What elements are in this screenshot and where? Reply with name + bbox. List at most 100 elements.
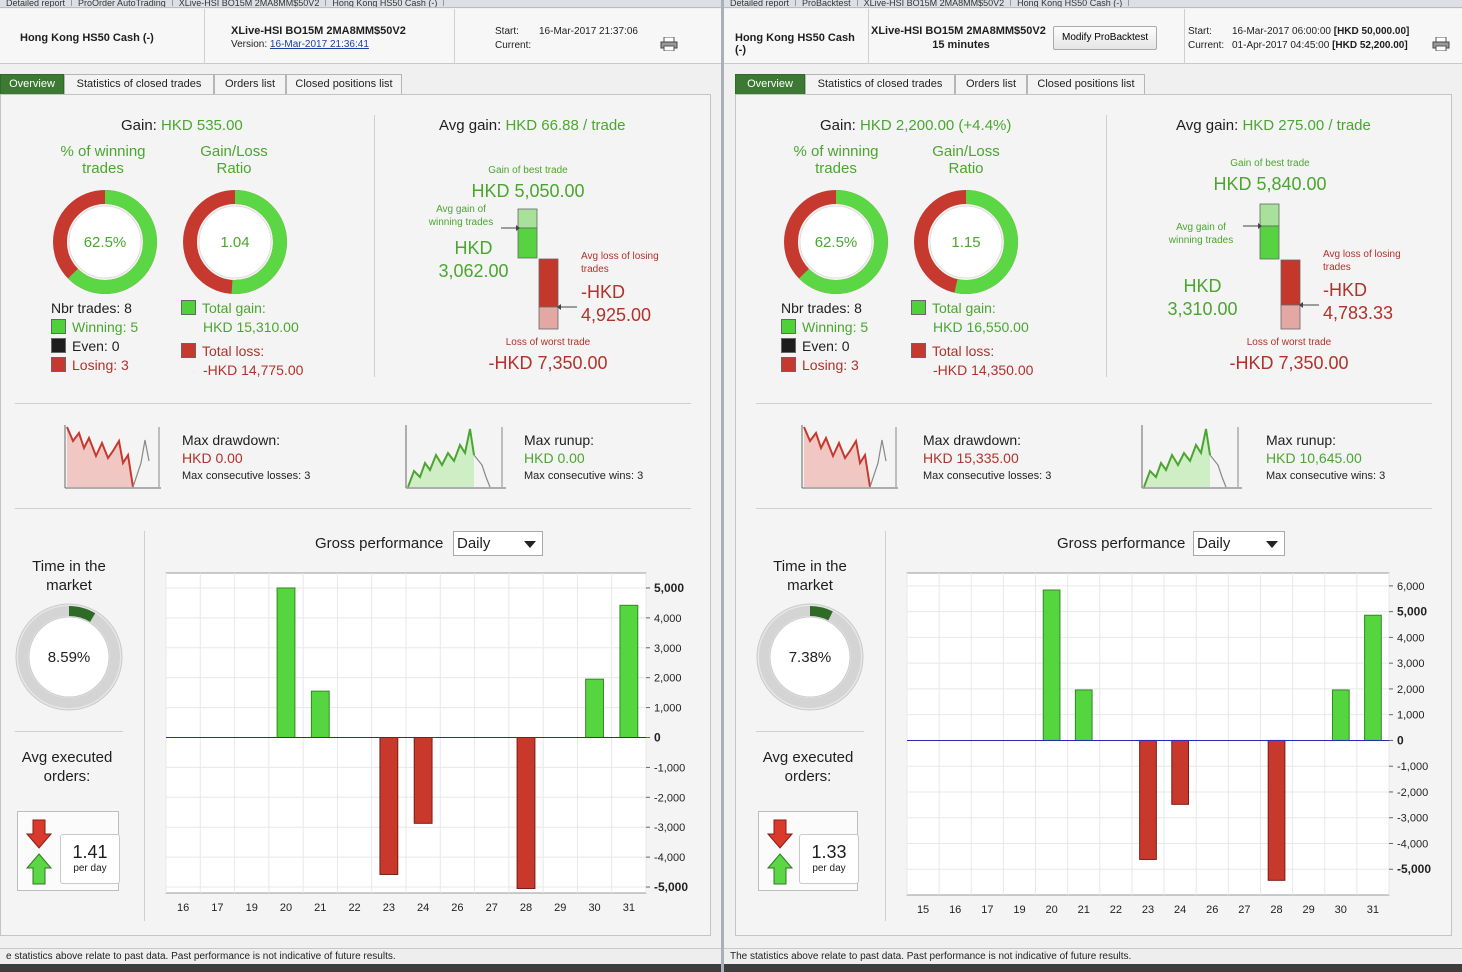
window-tab[interactable]: ProOrder AutoTrading bbox=[72, 0, 173, 7]
window-tab[interactable]: Detailed report bbox=[0, 0, 73, 7]
x-tick-label: 30 bbox=[1335, 904, 1347, 916]
tab-orders-list[interactable]: Orders list bbox=[214, 74, 286, 94]
totals: Total gain: HKD 15,310.00 Total loss: -H… bbox=[181, 299, 303, 380]
y-tick-label: 1,000 bbox=[1397, 710, 1425, 722]
tab-statistics[interactable]: Statistics of closed trades bbox=[805, 74, 955, 94]
bar[interactable] bbox=[619, 604, 639, 738]
bar[interactable] bbox=[276, 587, 296, 738]
y-tick-label: 1,000 bbox=[654, 703, 682, 715]
printer-icon[interactable] bbox=[1432, 37, 1450, 51]
best-trade-value: HKD 5,840.00 bbox=[1213, 174, 1327, 194]
avg-loss-currency: -HKD bbox=[1323, 280, 1367, 300]
section-divider bbox=[756, 508, 1432, 509]
section-divider bbox=[15, 508, 691, 509]
max-consecutive-losses: Max consecutive losses: 3 bbox=[923, 470, 1052, 482]
worst-trade-value: -HKD 7,350.00 bbox=[1229, 353, 1349, 373]
max-drawdown-value: HKD 0.00 bbox=[182, 450, 243, 466]
section-divider bbox=[374, 115, 375, 377]
period-select-value: Daily bbox=[457, 535, 491, 552]
section-divider bbox=[885, 531, 886, 921]
bar[interactable] bbox=[413, 736, 433, 824]
sell-arrow-icon bbox=[26, 819, 52, 849]
avg-gain-label: Avg gain: bbox=[1176, 117, 1239, 134]
printer-icon[interactable] bbox=[660, 37, 678, 51]
gain-line: Gain: HKD 2,200.00 (+4.4%) bbox=[820, 117, 1011, 134]
avg-gain-line: Avg gain: HKD 66.88 / trade bbox=[439, 117, 626, 134]
gain-value: HKD 2,200.00 (+4.4%) bbox=[860, 117, 1012, 134]
total-gain-value: HKD 16,550.00 bbox=[933, 319, 1029, 335]
tab-closed-positions[interactable]: Closed positions list bbox=[1027, 74, 1145, 94]
window-tab[interactable]: XLive-HSI BO15M 2MA8MM$50V2 bbox=[858, 0, 1012, 7]
avg-orders-label: Avg executed orders: bbox=[21, 749, 113, 785]
report-header: Hong Kong HS50 Cash (-) XLive-HSI BO15M … bbox=[724, 9, 1462, 64]
total-loss-swatch bbox=[911, 343, 926, 358]
winning-count: Winning: 5 bbox=[72, 319, 139, 335]
bar[interactable] bbox=[516, 736, 536, 890]
y-tick-label: 0 bbox=[654, 730, 661, 744]
x-tick-label: 16 bbox=[177, 902, 189, 914]
window-tab[interactable]: Hong Kong HS50 Cash (-) bbox=[1011, 0, 1130, 7]
x-tick-label: 22 bbox=[348, 902, 360, 914]
bar[interactable] bbox=[1139, 739, 1157, 860]
strategy-name: XLive-HSI BO15M 2MA8MM$50V2 bbox=[871, 25, 1046, 37]
bar[interactable] bbox=[1331, 689, 1350, 741]
overview-content: Gain: HKD 535.00 % of winning trades Gai… bbox=[0, 94, 711, 936]
winning-pct-donut: 62.5% bbox=[784, 190, 888, 294]
tab-orders-list[interactable]: Orders list bbox=[955, 74, 1027, 94]
x-tick-label: 29 bbox=[1303, 904, 1315, 916]
start-capital: [HKD 50,000.00] bbox=[1333, 26, 1410, 37]
y-tick-label: 2,000 bbox=[654, 673, 682, 685]
avg-win-value: HKD 3,062.00 bbox=[421, 237, 526, 283]
drawdown-block: Max drawdown: HKD 15,335.00 Max consecut… bbox=[923, 431, 1051, 485]
bar[interactable] bbox=[1364, 614, 1382, 741]
window-tab-strip: Detailed report ProBacktest XLive-HSI BO15… bbox=[724, 0, 1462, 8]
window-tab[interactable]: XLive-HSI BO15M 2MA8MM$50V2 bbox=[173, 0, 327, 7]
bar[interactable] bbox=[379, 736, 399, 875]
x-tick-label: 23 bbox=[1142, 904, 1154, 916]
total-gain-label: Total gain: bbox=[932, 300, 996, 316]
time-in-market-gauge: 8.59% bbox=[15, 603, 123, 711]
x-tick-label: 28 bbox=[1270, 904, 1282, 916]
period-select[interactable]: Daily bbox=[453, 531, 543, 556]
avg-orders-box: 1.41 per day bbox=[17, 811, 120, 891]
bar[interactable] bbox=[1074, 689, 1093, 741]
chevron-down-icon bbox=[524, 541, 536, 548]
time-in-market-label: Time in the market bbox=[32, 558, 106, 594]
tab-closed-positions[interactable]: Closed positions list bbox=[286, 74, 402, 94]
bar[interactable] bbox=[1171, 739, 1189, 805]
bar[interactable] bbox=[1042, 589, 1061, 741]
avg-win-amount: 3,062.00 bbox=[438, 261, 509, 281]
start-label: Start: bbox=[495, 26, 519, 37]
avg-orders-value: 1.41 bbox=[72, 842, 108, 862]
period-select[interactable]: Daily bbox=[1193, 531, 1285, 556]
panel-splitter[interactable] bbox=[721, 0, 724, 972]
start-info: Start: 16-Mar-2017 06:00:00 [HKD 50,000.0… bbox=[1188, 25, 1409, 53]
x-tick-label: 31 bbox=[1367, 904, 1379, 916]
runup-block: Max runup: HKD 10,645.00 Max consecutive… bbox=[1266, 431, 1385, 485]
window-tab[interactable]: Detailed report bbox=[724, 0, 797, 7]
y-tick-label: -5,000 bbox=[654, 880, 688, 894]
x-tick-label: 21 bbox=[314, 902, 326, 914]
max-drawdown-value: HKD 15,335.00 bbox=[923, 450, 1019, 466]
gain-label: Gain: bbox=[121, 117, 157, 134]
version-label: Version: bbox=[231, 39, 268, 50]
bar[interactable] bbox=[1267, 739, 1286, 881]
current-capital: [HKD 52,200.00] bbox=[1332, 40, 1408, 51]
drawdown-block: Max drawdown: HKD 0.00 Max consecutive l… bbox=[182, 431, 310, 485]
max-runup-label: Max runup: bbox=[1266, 432, 1337, 448]
tab-overview[interactable]: Overview bbox=[0, 74, 64, 94]
modify-probacktest-button[interactable]: Modify ProBacktest bbox=[1053, 26, 1158, 50]
bar[interactable] bbox=[310, 690, 330, 738]
bar[interactable] bbox=[585, 678, 604, 738]
version-link[interactable]: 16-Mar-2017 21:36:41 bbox=[269, 39, 369, 50]
tab-overview[interactable]: Overview bbox=[735, 74, 805, 94]
gross-performance-chart: -5,000 -4,000 -3,000 -2,000 -1,000 0 1,000 2,00… bbox=[165, 572, 688, 914]
y-tick-label: -4,000 bbox=[1397, 838, 1428, 850]
total-loss-value: -HKD 14,775.00 bbox=[203, 362, 304, 378]
tab-statistics[interactable]: Statistics of closed trades bbox=[64, 74, 214, 94]
total-gain-swatch bbox=[911, 300, 926, 315]
window-tab[interactable]: Hong Kong HS50 Cash (-) bbox=[326, 0, 445, 7]
winning-pct-title: % of winning trades bbox=[793, 143, 879, 177]
avg-win-value: HKD 3,310.00 bbox=[1150, 275, 1255, 321]
window-tab[interactable]: ProBacktest bbox=[796, 0, 858, 7]
